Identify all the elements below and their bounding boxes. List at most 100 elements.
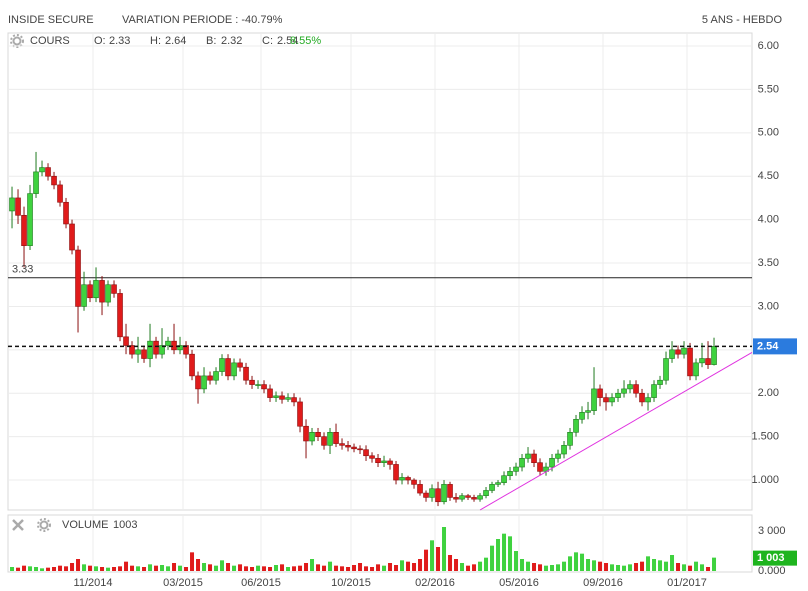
close-icon[interactable] <box>12 519 24 531</box>
period: 5 ANS - HEBDO <box>702 14 783 26</box>
candle-body <box>375 458 381 463</box>
candle-body <box>669 349 675 359</box>
gear-icon[interactable] <box>37 518 51 532</box>
candle-body <box>357 448 363 451</box>
candle-body <box>423 492 429 498</box>
volume-bar <box>328 561 333 571</box>
candle-body <box>141 349 147 359</box>
volume-bar <box>646 556 651 571</box>
candle-body <box>597 388 603 398</box>
volume-bar <box>448 555 453 571</box>
candle-body <box>519 458 525 468</box>
candle-body <box>165 340 171 346</box>
candle-body <box>345 445 351 448</box>
readout-value: 2.54 <box>277 35 298 47</box>
volume-bar <box>634 563 639 571</box>
candle-body <box>675 349 681 355</box>
candle-body <box>663 358 669 381</box>
candle-body <box>15 197 21 216</box>
volume-bar <box>40 568 45 571</box>
volume-bar <box>250 567 255 571</box>
candle-body <box>123 336 129 346</box>
volume-bar <box>310 559 315 571</box>
volume-bar <box>178 565 183 571</box>
candle-body <box>21 214 27 246</box>
candle-body <box>465 495 471 498</box>
candle-body <box>339 443 345 446</box>
series-label: VOLUME <box>62 519 108 531</box>
volume-bar <box>658 560 663 571</box>
candle-body <box>591 388 597 411</box>
volume-bar <box>694 561 699 571</box>
volume-bar <box>94 566 99 571</box>
x-tick-label: 03/2015 <box>163 577 203 589</box>
candle-body <box>501 475 507 483</box>
volume-bar <box>436 547 441 571</box>
volume-bar <box>208 564 213 571</box>
y-tick-label: 4.50 <box>758 170 779 182</box>
volume-bar <box>664 561 669 571</box>
volume-bar <box>538 564 543 571</box>
candle-body <box>243 366 249 381</box>
candle-body <box>225 358 231 377</box>
candle-body <box>705 358 711 365</box>
y-tick-label: 3.00 <box>758 300 779 312</box>
volume-bar <box>352 565 357 571</box>
volume-bar <box>526 561 531 571</box>
candle-body <box>267 388 273 398</box>
candle-body <box>237 362 243 368</box>
volume-bar <box>322 565 327 571</box>
gear-icon[interactable] <box>10 34 24 48</box>
candle-body <box>561 445 567 455</box>
volume-bar <box>262 566 267 571</box>
candle-body <box>261 384 267 390</box>
volume-bar <box>82 564 87 571</box>
volume-bar <box>316 564 321 571</box>
candle-body <box>609 397 615 403</box>
candle-body <box>447 484 453 498</box>
candle-body <box>75 249 81 307</box>
volume-panel <box>7 514 753 573</box>
candle-body <box>81 284 87 307</box>
volume-bar <box>10 567 15 571</box>
candle-body <box>33 171 39 194</box>
volume-bar <box>172 563 177 571</box>
volume-bar <box>592 560 597 571</box>
volume-bar <box>124 561 129 571</box>
x-tick-label: 02/2016 <box>415 577 455 589</box>
volume-bar <box>382 565 387 571</box>
volume-bar <box>226 563 231 571</box>
volume-bar <box>388 563 393 571</box>
volume-bar <box>88 565 93 571</box>
volume-bar <box>556 564 561 571</box>
candle-body <box>321 436 327 446</box>
volume-bar <box>190 552 195 571</box>
volume-bar <box>406 561 411 571</box>
volume-bar <box>670 555 675 571</box>
volume-bar <box>544 565 549 571</box>
candle-body <box>153 340 159 355</box>
volume-bar <box>610 564 615 571</box>
change-label: 8.55% <box>290 35 321 47</box>
y-tick-label: 3.50 <box>758 257 779 269</box>
candle-body <box>459 495 465 500</box>
volume-bar <box>334 565 339 571</box>
candle-body <box>687 347 693 377</box>
volume-bar <box>676 563 681 571</box>
candle-body <box>651 384 657 398</box>
candle-body <box>45 167 51 177</box>
candle-body <box>417 484 423 494</box>
candle-body <box>555 453 561 459</box>
readout-value: 2.64 <box>165 35 186 47</box>
volume-bar <box>460 563 465 571</box>
y-tick-label: 3 000 <box>758 525 786 537</box>
candle-body <box>195 375 201 390</box>
volume-bar <box>478 561 483 571</box>
volume-bar <box>586 559 591 571</box>
candle-body <box>213 371 219 381</box>
candle-body <box>411 479 417 485</box>
candle-body <box>627 384 633 390</box>
volume-bar <box>484 557 489 571</box>
volume-bar <box>520 559 525 571</box>
volume-bar <box>442 527 447 571</box>
